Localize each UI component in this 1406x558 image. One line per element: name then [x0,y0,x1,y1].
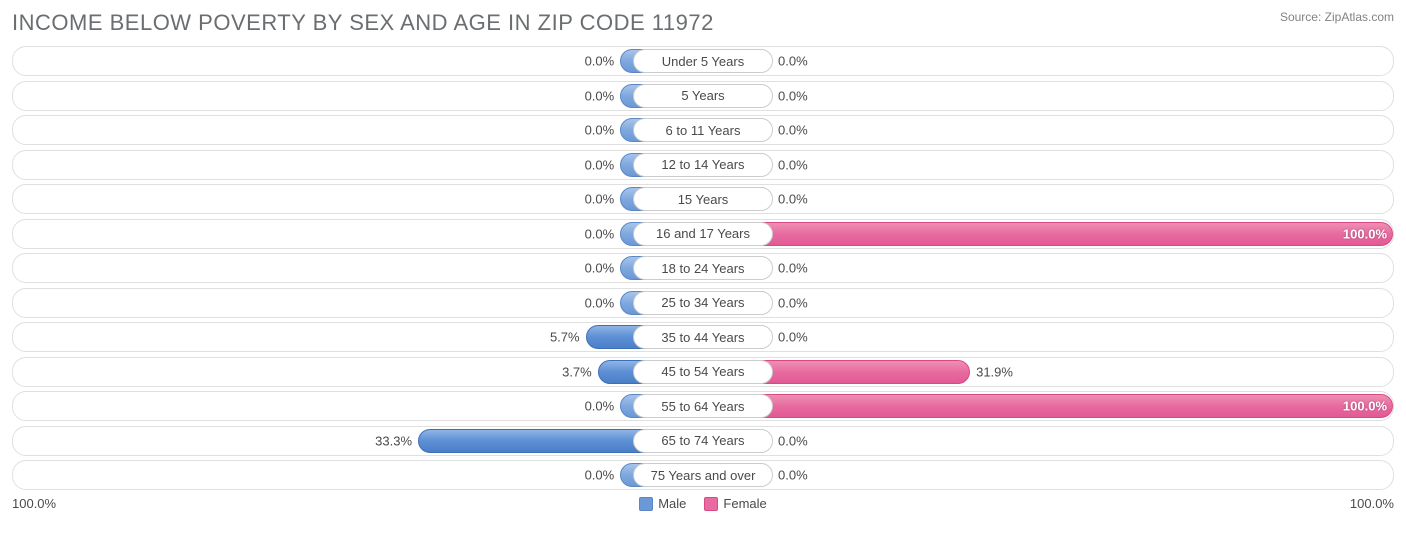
chart-row: 5.7% 0.0% 35 to 44 Years [12,322,1394,352]
male-value-label: 0.0% [585,88,615,103]
category-pill: 18 to 24 Years [633,256,773,280]
chart-row: 0.0% 0.0% 12 to 14 Years [12,150,1394,180]
female-value-label: 0.0% [778,54,808,69]
legend-item-male: Male [639,496,686,511]
chart-row: 0.0% 0.0% 25 to 34 Years [12,288,1394,318]
male-half: 0.0% [13,116,703,144]
male-half: 0.0% [13,392,703,420]
male-half: 0.0% [13,289,703,317]
female-half: 0.0% [703,151,1393,179]
category-pill: Under 5 Years [633,49,773,73]
male-half: 0.0% [13,151,703,179]
chart-header: INCOME BELOW POVERTY BY SEX AND AGE IN Z… [12,10,1394,36]
chart-row: 0.0% 0.0% 18 to 24 Years [12,253,1394,283]
category-pill: 75 Years and over [633,463,773,487]
female-half: 100.0% [703,392,1393,420]
female-half: 31.9% [703,358,1393,386]
male-swatch-icon [639,497,653,511]
male-half: 0.0% [13,461,703,489]
female-swatch-icon [704,497,718,511]
female-value-label: 0.0% [778,433,808,448]
female-half: 0.0% [703,82,1393,110]
female-value-label: 100.0% [1343,399,1387,414]
female-half: 0.0% [703,427,1393,455]
chart-source: Source: ZipAtlas.com [1280,10,1394,24]
male-half: 0.0% [13,82,703,110]
category-pill: 65 to 74 Years [633,429,773,453]
legend: Male Female [639,496,767,511]
male-value-label: 0.0% [585,261,615,276]
female-half: 0.0% [703,116,1393,144]
chart-row: 33.3% 0.0% 65 to 74 Years [12,426,1394,456]
female-value-label: 0.0% [778,468,808,483]
female-value-label: 0.0% [778,123,808,138]
female-half: 0.0% [703,254,1393,282]
chart-footer: 100.0% Male Female 100.0% [12,496,1394,511]
female-half: 0.0% [703,323,1393,351]
male-value-label: 0.0% [585,226,615,241]
female-value-label: 0.0% [778,88,808,103]
male-half: 5.7% [13,323,703,351]
male-value-label: 5.7% [550,330,580,345]
female-half: 0.0% [703,461,1393,489]
male-value-label: 0.0% [585,399,615,414]
male-value-label: 0.0% [585,54,615,69]
chart-row: 0.0% 100.0% 55 to 64 Years [12,391,1394,421]
female-value-label: 0.0% [778,192,808,207]
category-pill: 35 to 44 Years [633,325,773,349]
male-half: 0.0% [13,254,703,282]
diverging-bar-chart: 0.0%0.0%Under 5 Years0.0%0.0%5 Years0.0%… [12,46,1394,490]
female-value-label: 100.0% [1343,226,1387,241]
male-half: 33.3% [13,427,703,455]
legend-female-label: Female [723,496,766,511]
male-value-label: 33.3% [375,433,412,448]
female-bar [703,222,1393,246]
legend-item-female: Female [704,496,766,511]
male-half: 0.0% [13,47,703,75]
male-half: 3.7% [13,358,703,386]
chart-row: 0.0% 0.0% 6 to 11 Years [12,115,1394,145]
male-value-label: 0.0% [585,157,615,172]
category-pill: 25 to 34 Years [633,291,773,315]
axis-left-max: 100.0% [12,496,56,511]
female-half: 100.0% [703,220,1393,248]
category-pill: 6 to 11 Years [633,118,773,142]
chart-row: 0.0% 0.0% 75 Years and over [12,460,1394,490]
male-value-label: 0.0% [585,192,615,207]
category-pill: 15 Years [633,187,773,211]
category-pill: 16 and 17 Years [633,222,773,246]
category-pill: 55 to 64 Years [633,394,773,418]
female-half: 0.0% [703,47,1393,75]
chart-row: 0.0% 0.0% 15 Years [12,184,1394,214]
female-value-label: 0.0% [778,295,808,310]
female-half: 0.0% [703,185,1393,213]
female-value-label: 0.0% [778,330,808,345]
legend-male-label: Male [658,496,686,511]
category-pill: 5 Years [633,84,773,108]
female-bar [703,394,1393,418]
chart-row: 0.0% 0.0% Under 5 Years [12,46,1394,76]
chart-title: INCOME BELOW POVERTY BY SEX AND AGE IN Z… [12,10,714,36]
chart-row: 3.7% 31.9% 45 to 54 Years [12,357,1394,387]
male-value-label: 0.0% [585,295,615,310]
axis-right-max: 100.0% [1350,496,1394,511]
female-value-label: 31.9% [976,364,1013,379]
male-half: 0.0% [13,220,703,248]
male-value-label: 0.0% [585,468,615,483]
category-pill: 45 to 54 Years [633,360,773,384]
chart-row: 0.0% 0.0% 5 Years [12,81,1394,111]
female-value-label: 0.0% [778,261,808,276]
male-value-label: 3.7% [562,364,592,379]
chart-row: 0.0% 100.0% 16 and 17 Years [12,219,1394,249]
male-half: 0.0% [13,185,703,213]
female-value-label: 0.0% [778,157,808,172]
category-pill: 12 to 14 Years [633,153,773,177]
male-value-label: 0.0% [585,123,615,138]
female-half: 0.0% [703,289,1393,317]
